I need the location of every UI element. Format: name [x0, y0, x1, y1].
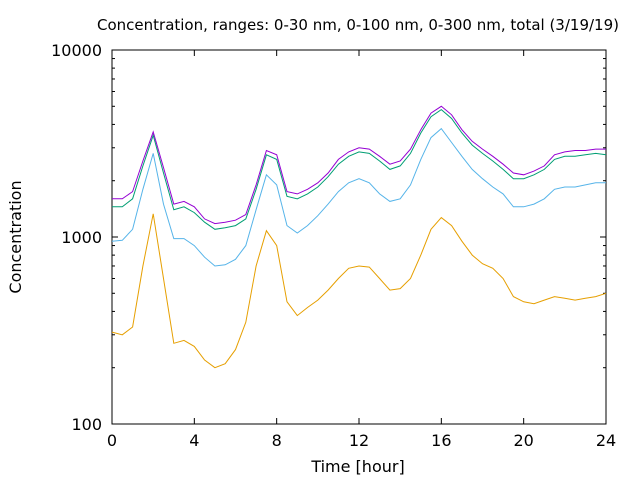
- y-axis: 100 1000 10000: [51, 41, 606, 434]
- x-tick-label: 16: [431, 431, 451, 450]
- x-tick-label: 12: [349, 431, 369, 450]
- series-line-4: [112, 105, 606, 225]
- series-line-2: [111, 127, 606, 267]
- y-tick-label: 1000: [61, 228, 102, 247]
- y-axis-title: Concentration: [6, 180, 25, 293]
- plot-frame: [111, 49, 607, 425]
- y-tick-label: 10000: [51, 41, 102, 60]
- x-axis-title: Time [hour]: [310, 457, 404, 476]
- x-tick-label: 8: [272, 431, 282, 450]
- series-line-3: [112, 108, 607, 230]
- x-tick-label: 0: [107, 431, 117, 450]
- x-tick-label: 4: [189, 431, 199, 450]
- series-line-1: [111, 213, 607, 369]
- y-tick-label: 100: [71, 415, 102, 434]
- series-group: [111, 105, 607, 369]
- chart-title: Concentration, ranges: 0-30 nm, 0-100 nm…: [97, 16, 619, 34]
- x-axis: 0 4 8 12 16 20 24: [107, 50, 616, 450]
- x-tick-label: 20: [513, 431, 533, 450]
- x-tick-label: 24: [596, 431, 616, 450]
